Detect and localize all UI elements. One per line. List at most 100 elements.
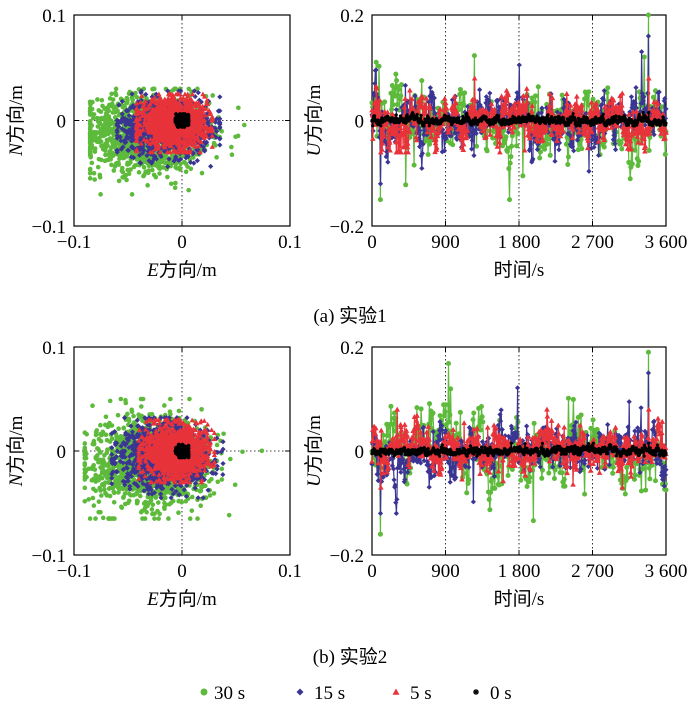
point	[99, 143, 104, 149]
point	[122, 151, 128, 156]
point	[547, 152, 553, 158]
point	[376, 63, 382, 69]
point	[544, 141, 550, 147]
point	[186, 187, 191, 193]
point	[183, 161, 189, 166]
point	[131, 164, 137, 170]
point	[242, 122, 247, 128]
point	[509, 143, 515, 149]
point	[97, 121, 103, 126]
point	[109, 101, 115, 107]
y-tick-label: 0.1	[42, 6, 66, 27]
point	[646, 147, 652, 153]
point	[173, 180, 178, 186]
point	[471, 53, 477, 59]
point	[102, 106, 107, 112]
point	[450, 142, 456, 148]
point	[377, 181, 384, 187]
point	[87, 131, 93, 136]
point	[503, 134, 509, 140]
point	[214, 155, 219, 160]
point	[104, 139, 110, 145]
point	[601, 144, 607, 150]
point	[174, 112, 179, 117]
point	[559, 92, 565, 98]
point	[411, 162, 417, 168]
point	[233, 134, 238, 140]
point	[120, 170, 126, 175]
point	[111, 105, 117, 111]
point	[111, 168, 117, 173]
point	[106, 108, 112, 113]
point	[87, 170, 93, 176]
point	[641, 54, 647, 60]
y-axis-label: U方向/m	[303, 84, 325, 156]
point	[87, 100, 93, 105]
x-tick-label: 900	[431, 232, 460, 253]
point	[633, 84, 639, 91]
point	[172, 185, 178, 191]
point	[141, 172, 147, 178]
point	[153, 174, 159, 180]
point	[217, 94, 223, 100]
point	[102, 129, 108, 135]
point	[168, 181, 174, 187]
point	[89, 106, 95, 112]
point	[165, 174, 170, 180]
point	[385, 159, 391, 165]
point	[565, 161, 571, 167]
point	[161, 165, 166, 170]
point	[425, 152, 431, 158]
point	[112, 143, 117, 149]
point	[97, 172, 103, 178]
point	[484, 148, 490, 154]
point	[398, 93, 404, 99]
point	[96, 130, 102, 135]
point	[571, 148, 577, 154]
point	[87, 176, 93, 181]
point	[532, 99, 538, 105]
x-tick-label: 1 800	[498, 232, 541, 253]
point	[87, 140, 93, 146]
point	[96, 136, 101, 142]
point	[427, 85, 433, 91]
x-tick-label: 2 700	[571, 232, 614, 253]
point	[419, 78, 425, 84]
point	[87, 119, 93, 124]
point	[618, 140, 624, 146]
point	[99, 97, 105, 103]
x-tick-label: 0	[367, 232, 377, 253]
point	[552, 158, 558, 164]
point	[662, 151, 668, 157]
point	[162, 160, 168, 166]
point	[382, 99, 388, 105]
point	[487, 90, 493, 96]
point	[113, 86, 119, 92]
point	[92, 149, 98, 154]
point	[136, 170, 142, 175]
point	[107, 153, 112, 158]
point	[146, 168, 152, 173]
point	[219, 128, 224, 134]
point	[126, 171, 132, 177]
point	[183, 169, 189, 175]
point	[514, 143, 520, 149]
point	[377, 197, 383, 203]
point	[507, 197, 513, 203]
point	[102, 117, 107, 123]
point	[394, 78, 400, 84]
point	[393, 71, 399, 77]
series-0s	[173, 112, 191, 129]
point	[627, 176, 633, 182]
point	[89, 145, 95, 151]
point	[645, 12, 651, 18]
point	[396, 86, 402, 92]
point	[89, 160, 95, 166]
point	[556, 147, 562, 153]
point	[120, 104, 126, 110]
point	[635, 163, 641, 169]
point	[145, 183, 150, 188]
